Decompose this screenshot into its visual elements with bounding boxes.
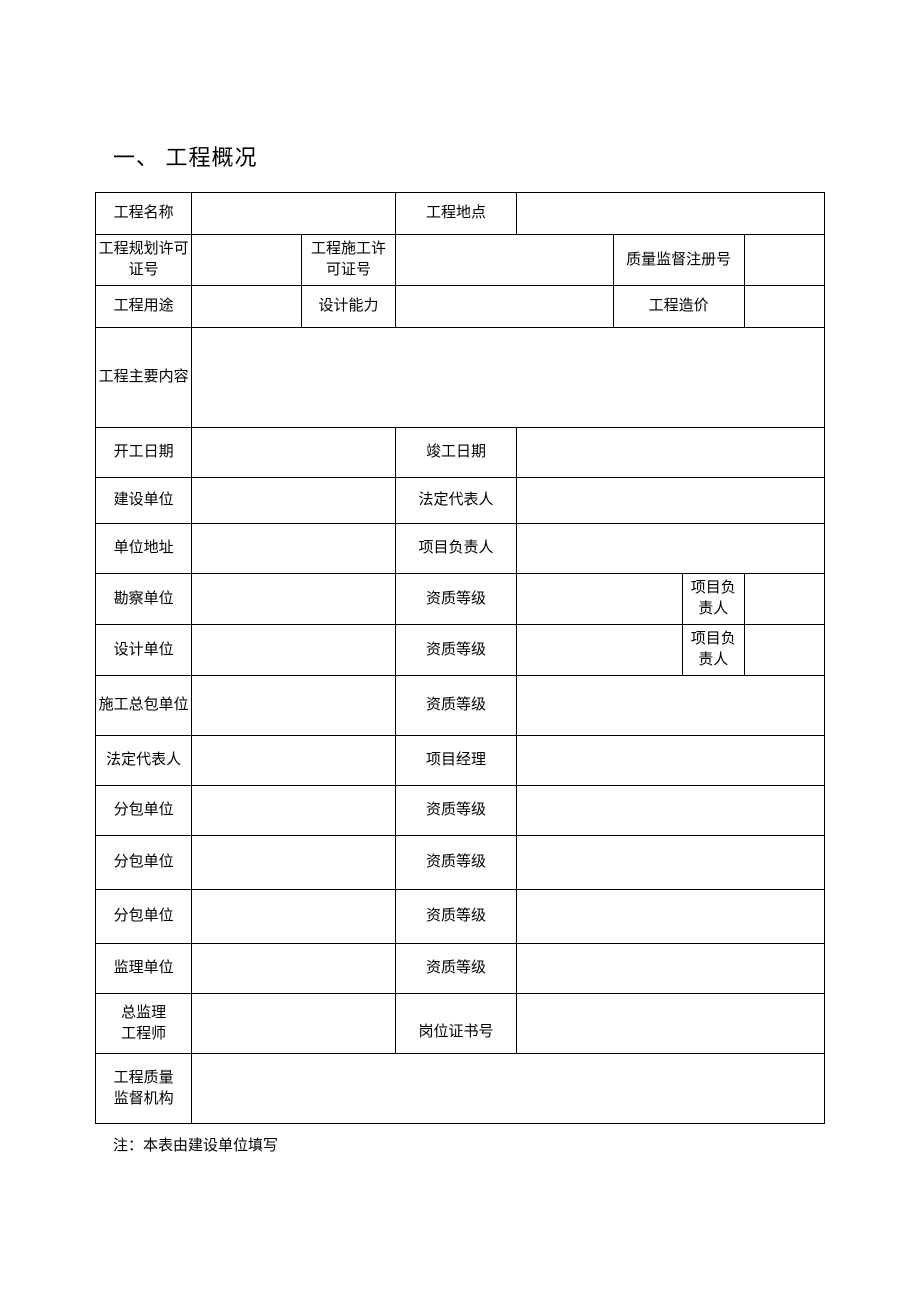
cell-value: [396, 235, 613, 286]
cell-label: 单位地址: [96, 524, 192, 574]
table-row: 设计单位 资质等级 项目负责人: [96, 625, 825, 676]
cell-value: [516, 836, 824, 890]
cell-value: [192, 676, 396, 736]
cell-value: [192, 428, 396, 478]
cell-label: 资质等级: [396, 786, 516, 836]
cell-label: 资质等级: [396, 944, 516, 994]
cell-label: 分包单位: [96, 786, 192, 836]
cell-value: [516, 428, 824, 478]
cell-label: 资质等级: [396, 574, 516, 625]
cell-label: 工程用途: [96, 286, 192, 328]
table-row: 分包单位 资质等级: [96, 786, 825, 836]
table-row: 建设单位 法定代表人: [96, 478, 825, 524]
cell-value: [192, 478, 396, 524]
cell-label: 勘察单位: [96, 574, 192, 625]
cell-value: [192, 235, 301, 286]
table-row: 监理单位 资质等级: [96, 944, 825, 994]
cell-label: 资质等级: [396, 676, 516, 736]
cell-value: [516, 736, 824, 786]
cell-label: 资质等级: [396, 836, 516, 890]
cell-label: 施工总包单位: [96, 676, 192, 736]
cell-label: 质量监督注册号: [613, 235, 744, 286]
cell-label: 工程施工许可证号: [301, 235, 396, 286]
cell-value: [192, 994, 396, 1054]
table-row: 开工日期 竣工日期: [96, 428, 825, 478]
cell-label: 资质等级: [396, 890, 516, 944]
cell-value: [516, 193, 824, 235]
table-row: 施工总包单位 资质等级: [96, 676, 825, 736]
cell-label: 开工日期: [96, 428, 192, 478]
cell-value: [396, 286, 613, 328]
table-row: 工程名称 工程地点: [96, 193, 825, 235]
cell-value: [192, 625, 396, 676]
cell-label: 分包单位: [96, 890, 192, 944]
cell-label: 项目负责人: [682, 625, 744, 676]
table-row: 法定代表人 项目经理: [96, 736, 825, 786]
cell-label: 资质等级: [396, 625, 516, 676]
cell-value: [192, 836, 396, 890]
footer-note: 注：本表由建设单位填写: [113, 1134, 825, 1155]
cell-value: [516, 676, 824, 736]
cell-label: 工程名称: [96, 193, 192, 235]
table-row: 总监理 工程师 岗位证书号: [96, 994, 825, 1054]
cell-label: 工程规划许可证号: [96, 235, 192, 286]
cell-label: 工程地点: [396, 193, 516, 235]
cell-value: [192, 524, 396, 574]
cell-value: [192, 193, 396, 235]
cell-label: 工程造价: [613, 286, 744, 328]
cell-value: [192, 328, 825, 428]
cell-label: 工程质量 监督机构: [96, 1054, 192, 1124]
cell-value: [744, 235, 824, 286]
cell-value: [192, 1054, 825, 1124]
cell-value: [516, 994, 824, 1054]
cell-value: [516, 524, 824, 574]
cell-value: [192, 944, 396, 994]
cell-value: [192, 574, 396, 625]
cell-value: [192, 736, 396, 786]
cell-label: 监理单位: [96, 944, 192, 994]
cell-label: 设计能力: [301, 286, 396, 328]
cell-label: 法定代表人: [96, 736, 192, 786]
cell-label: 项目经理: [396, 736, 516, 786]
cell-label: 总监理 工程师: [96, 994, 192, 1054]
cell-value: [516, 625, 682, 676]
cell-value: [192, 786, 396, 836]
cell-label: 岗位证书号: [396, 994, 516, 1054]
cell-value: [516, 786, 824, 836]
table-row: 分包单位 资质等级: [96, 836, 825, 890]
cell-value: [744, 286, 824, 328]
cell-value: [516, 478, 824, 524]
table-row: 工程质量 监督机构: [96, 1054, 825, 1124]
table-row: 工程主要内容: [96, 328, 825, 428]
table-row: 工程用途 设计能力 工程造价: [96, 286, 825, 328]
cell-label: 分包单位: [96, 836, 192, 890]
cell-label: 项目负责人: [682, 574, 744, 625]
cell-label: 法定代表人: [396, 478, 516, 524]
cell-value: [516, 944, 824, 994]
cell-label: 项目负责人: [396, 524, 516, 574]
cell-label: 建设单位: [96, 478, 192, 524]
cell-value: [192, 890, 396, 944]
cell-label: 竣工日期: [396, 428, 516, 478]
cell-value: [516, 890, 824, 944]
cell-value: [516, 574, 682, 625]
table-row: 单位地址 项目负责人: [96, 524, 825, 574]
table-row: 工程规划许可证号 工程施工许可证号 质量监督注册号: [96, 235, 825, 286]
page-title: 一、 工程概况: [113, 140, 825, 172]
cell-value: [192, 286, 301, 328]
cell-value: [744, 574, 824, 625]
project-overview-table: 工程名称 工程地点 工程规划许可证号 工程施工许可证号 质量监督注册号 工程用途…: [95, 192, 825, 1124]
cell-label: 设计单位: [96, 625, 192, 676]
cell-label: 工程主要内容: [96, 328, 192, 428]
cell-value: [744, 625, 824, 676]
table-row: 分包单位 资质等级: [96, 890, 825, 944]
table-row: 勘察单位 资质等级 项目负责人: [96, 574, 825, 625]
